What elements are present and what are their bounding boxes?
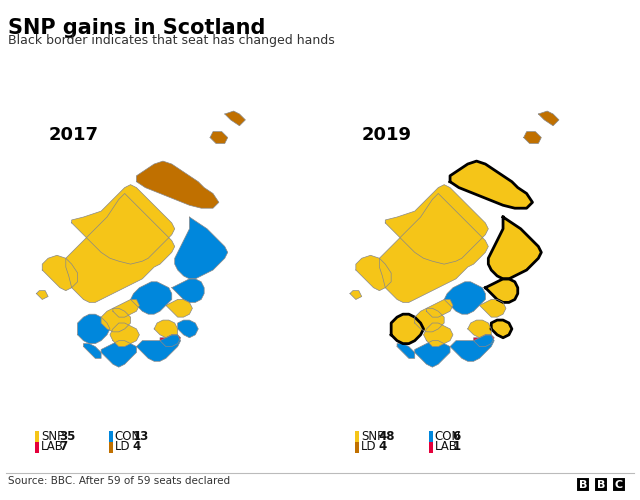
Polygon shape (101, 340, 136, 367)
Polygon shape (42, 256, 77, 290)
Polygon shape (474, 335, 494, 346)
Polygon shape (225, 111, 245, 126)
Text: LD: LD (361, 440, 376, 454)
Text: 48: 48 (379, 430, 396, 442)
Text: SNP gains in Scotland: SNP gains in Scotland (8, 18, 265, 38)
Polygon shape (77, 314, 110, 344)
Text: 1: 1 (452, 440, 461, 454)
Polygon shape (524, 132, 541, 143)
Polygon shape (426, 300, 453, 317)
Text: 2019: 2019 (362, 126, 412, 144)
Text: CON: CON (435, 430, 461, 442)
Text: 6: 6 (452, 430, 461, 442)
Polygon shape (488, 217, 541, 279)
Text: B: B (579, 480, 587, 490)
Polygon shape (160, 335, 180, 346)
Polygon shape (468, 320, 492, 338)
Polygon shape (450, 161, 532, 208)
Polygon shape (136, 335, 180, 361)
FancyBboxPatch shape (594, 476, 608, 492)
Polygon shape (210, 132, 228, 143)
Polygon shape (72, 184, 175, 264)
Text: 4: 4 (379, 440, 387, 454)
Text: Black border indicates that seat has changed hands: Black border indicates that seat has cha… (8, 34, 335, 47)
Text: B: B (596, 480, 605, 490)
Polygon shape (110, 323, 140, 346)
Polygon shape (172, 279, 204, 302)
Polygon shape (66, 194, 175, 302)
Polygon shape (397, 344, 415, 358)
Polygon shape (415, 340, 450, 367)
Text: 7: 7 (59, 440, 67, 454)
Polygon shape (485, 279, 518, 302)
Text: LAB: LAB (41, 440, 64, 454)
Polygon shape (356, 256, 391, 290)
FancyBboxPatch shape (575, 476, 590, 492)
FancyBboxPatch shape (612, 476, 627, 492)
Polygon shape (83, 344, 101, 358)
Text: CON: CON (115, 430, 141, 442)
Polygon shape (424, 323, 453, 346)
Text: SNP: SNP (41, 430, 64, 442)
Text: LAB: LAB (435, 440, 458, 454)
Polygon shape (450, 335, 494, 361)
Polygon shape (385, 184, 488, 264)
Polygon shape (492, 320, 512, 338)
Polygon shape (479, 300, 506, 317)
Text: 35: 35 (59, 430, 76, 442)
Text: 2017: 2017 (48, 126, 98, 144)
Text: 13: 13 (132, 430, 148, 442)
Text: LD: LD (115, 440, 130, 454)
Polygon shape (380, 194, 488, 302)
Text: 4: 4 (132, 440, 141, 454)
Polygon shape (175, 217, 228, 279)
Polygon shape (36, 290, 48, 300)
Polygon shape (350, 290, 362, 300)
Polygon shape (444, 282, 485, 314)
Polygon shape (391, 314, 424, 344)
Polygon shape (113, 300, 140, 317)
Polygon shape (136, 161, 219, 208)
Text: Source: BBC. After 59 of 59 seats declared: Source: BBC. After 59 of 59 seats declar… (8, 476, 230, 486)
Polygon shape (101, 308, 131, 332)
Polygon shape (154, 320, 178, 338)
Text: C: C (615, 480, 623, 490)
Polygon shape (166, 300, 193, 317)
Text: SNP: SNP (361, 430, 384, 442)
Polygon shape (415, 308, 444, 332)
Polygon shape (131, 282, 172, 314)
Polygon shape (538, 111, 559, 126)
Polygon shape (178, 320, 198, 338)
